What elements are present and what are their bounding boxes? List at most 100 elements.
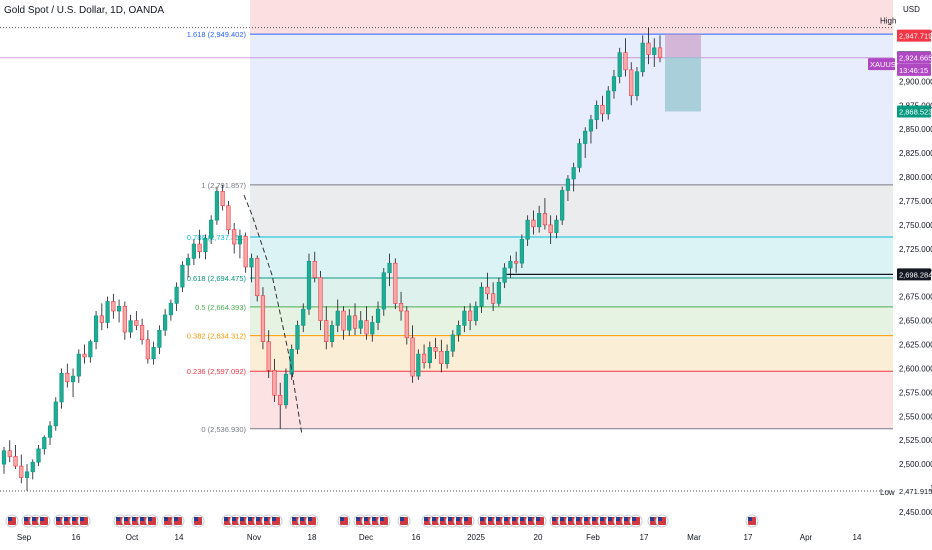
chart-title: Gold Spot / U.S. Dollar, 1D, OANDA (4, 5, 165, 16)
candle-body (249, 258, 254, 268)
candle (634, 66, 640, 101)
price-tag-bg (897, 29, 931, 42)
event-flag-canton (496, 517, 500, 521)
event-flag-canton (584, 517, 588, 521)
candle (347, 309, 352, 336)
event-flag-canton (124, 517, 128, 521)
candle (594, 100, 599, 130)
y-tick-label: 2,675.000 (899, 293, 932, 302)
candle (209, 215, 214, 245)
event-flag-canton (432, 517, 436, 521)
candle (295, 320, 300, 355)
candle (24, 464, 30, 491)
x-tick-label: 2025 (467, 533, 485, 542)
candle (479, 282, 484, 313)
candle (324, 306, 329, 350)
candle (439, 339, 444, 373)
event-flag-canton (658, 517, 662, 521)
candle-body (514, 260, 519, 264)
price-tag-bg (897, 485, 931, 498)
candle (301, 303, 306, 333)
candle-body (485, 286, 490, 295)
candle (387, 253, 392, 287)
candle (358, 311, 363, 334)
candle (416, 349, 421, 380)
x-tick-label: 14 (175, 533, 184, 542)
candle (266, 330, 271, 379)
event-flag-canton (264, 517, 268, 521)
event-flag-canton (650, 517, 654, 521)
candle-body (140, 325, 145, 341)
x-tick-label: 17 (744, 533, 753, 542)
candle (623, 38, 628, 77)
candle (82, 344, 87, 364)
event-flag (655, 514, 669, 528)
event-flag (461, 514, 475, 528)
fib-zone (250, 184, 893, 237)
event-flag-canton (448, 517, 452, 521)
candle-body (301, 308, 306, 326)
event-flag-canton (164, 517, 168, 521)
event-flag-canton (40, 517, 44, 521)
candle (306, 253, 312, 315)
candle-body (289, 349, 294, 375)
candle-body (657, 47, 663, 59)
candle-body (508, 260, 513, 269)
fib-zone (250, 278, 893, 307)
candle-body (439, 350, 444, 364)
y-tick-label: 2,525.000 (899, 436, 932, 445)
currency-label: USD (903, 5, 920, 14)
y-tick-label: 2,575.000 (899, 388, 932, 397)
candle-body (88, 341, 93, 358)
event-flag (37, 514, 51, 528)
event-flag-canton (576, 517, 580, 521)
event-flag-canton (592, 517, 596, 521)
candle-body (214, 191, 220, 221)
x-tick-label: 14 (853, 533, 862, 542)
candle (341, 306, 346, 340)
candle-body (652, 47, 657, 55)
y-tick-label: 2,500.000 (899, 460, 932, 469)
candle-body (640, 42, 645, 73)
price-tag: 2,947.719 (899, 32, 932, 41)
event-flag-canton (116, 517, 120, 521)
candle (640, 35, 645, 77)
event-flag (191, 514, 205, 528)
x-tick-label: Feb (586, 533, 600, 542)
event-flag-canton (632, 517, 636, 521)
candle-body (266, 341, 271, 371)
candle (646, 27, 651, 65)
y-tick-label: 2,850.000 (899, 125, 932, 134)
candle (606, 86, 611, 120)
candle (197, 229, 202, 259)
candle-body (163, 314, 168, 331)
candle (554, 215, 559, 239)
candle-body (329, 325, 335, 342)
event-flag-canton (568, 517, 572, 521)
event-flag (377, 514, 391, 528)
candle-body (398, 303, 404, 312)
candle-body (283, 373, 289, 406)
candle (468, 303, 473, 331)
event-flag-canton (72, 517, 76, 521)
candle (375, 301, 381, 331)
event-flag-canton (32, 517, 36, 521)
candle-body (220, 191, 225, 207)
fib-zone (250, 371, 893, 429)
candle (652, 38, 657, 67)
candle (226, 200, 231, 235)
candle (99, 303, 104, 331)
event-flag-canton (308, 517, 312, 521)
candle-body (381, 272, 386, 310)
event-flag-canton (552, 517, 556, 521)
candle (88, 339, 93, 363)
candle (163, 309, 168, 336)
candle-body (191, 243, 196, 259)
stop-zone (665, 34, 701, 58)
candle (381, 267, 386, 316)
event-flag-canton (480, 517, 484, 521)
candle-body (352, 315, 358, 329)
price-tag: 13:46:15 (899, 66, 928, 75)
candle (19, 454, 24, 484)
